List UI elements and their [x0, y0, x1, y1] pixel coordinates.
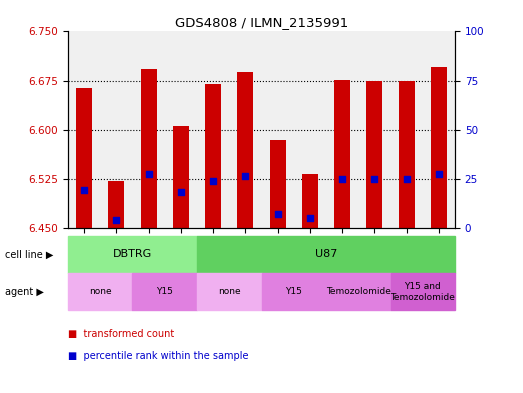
Bar [173, 126, 189, 228]
Bar [302, 174, 318, 228]
Point [403, 176, 411, 182]
Bar [205, 84, 221, 228]
Text: Y15: Y15 [286, 287, 302, 296]
Text: none: none [89, 287, 111, 296]
Point [241, 173, 249, 179]
Title: GDS4808 / ILMN_2135991: GDS4808 / ILMN_2135991 [175, 16, 348, 29]
Bar [399, 81, 415, 228]
Bar [431, 67, 447, 228]
Point [305, 215, 314, 221]
Bar [76, 88, 92, 228]
Point [209, 178, 218, 185]
Text: cell line ▶: cell line ▶ [5, 250, 53, 259]
Point [144, 171, 153, 177]
Bar [334, 80, 350, 228]
Bar [141, 69, 157, 228]
Text: agent ▶: agent ▶ [5, 287, 44, 297]
Text: Y15: Y15 [156, 287, 173, 296]
Text: none: none [218, 287, 241, 296]
Point [80, 187, 88, 193]
Text: Y15 and
Temozolomide: Y15 and Temozolomide [390, 282, 455, 301]
Bar [366, 81, 382, 228]
Point [370, 176, 379, 182]
Point [435, 171, 443, 177]
Text: U87: U87 [315, 250, 337, 259]
Bar [269, 140, 286, 228]
Text: DBTRG: DBTRG [113, 250, 152, 259]
Text: ■  percentile rank within the sample: ■ percentile rank within the sample [68, 351, 248, 361]
Point [112, 217, 120, 223]
Text: ■  transformed count: ■ transformed count [68, 329, 174, 339]
Bar [237, 72, 254, 228]
Point [274, 210, 282, 217]
Point [177, 189, 185, 195]
Bar [108, 181, 124, 228]
Point [338, 176, 346, 182]
Text: Temozolomide: Temozolomide [326, 287, 391, 296]
